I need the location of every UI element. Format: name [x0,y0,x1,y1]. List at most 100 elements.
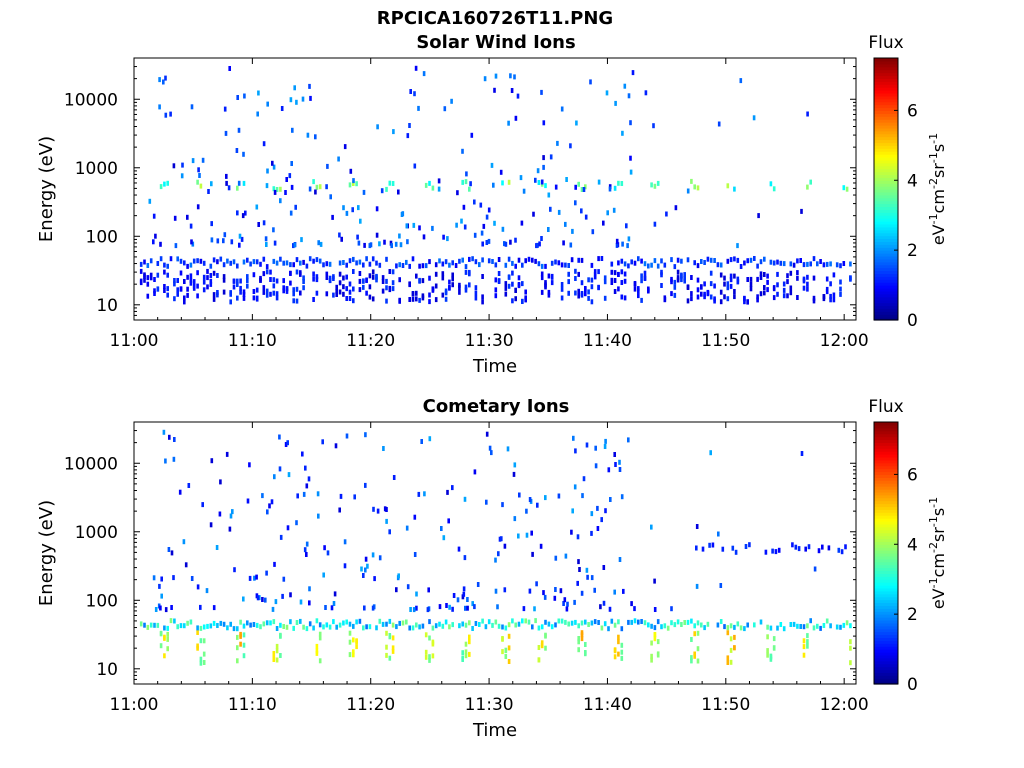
heatmap-cell [560,262,564,268]
heatmap-cell [169,111,172,117]
heatmap-cell [497,278,501,284]
heatmap-cell [418,297,421,303]
heatmap-cell [340,236,343,242]
heatmap-cell [312,625,315,631]
colorbar-step [874,480,898,484]
heatmap-cell [709,281,713,287]
heatmap-cell [547,292,551,298]
heatmap-cell [550,280,554,286]
heatmap-cell [222,238,225,244]
colorbar-step [874,197,898,202]
heatmap-cell [139,261,143,267]
heatmap-cell [504,285,508,291]
heatmap-cell [201,502,204,508]
heatmap-cell [153,622,156,628]
heatmap-cell [613,278,617,283]
heatmap-cell [172,575,175,581]
heatmap-cell [575,120,578,126]
heatmap-cell [540,642,544,648]
heatmap-cell [163,284,166,289]
heatmap-cell [469,181,472,187]
heatmap-cell [334,443,338,449]
colorbar-step [874,547,898,551]
heatmap-cell [212,620,216,626]
heatmap-cell [842,261,846,266]
heatmap-cell [703,625,706,631]
heatmap-cell [594,463,598,469]
colorbar-step [874,494,898,499]
colorbar-step [874,104,898,109]
colorbar-step [874,558,898,563]
heatmap-cell [441,275,445,281]
heatmap-cell [839,624,842,630]
heatmap-cell [743,296,746,302]
heatmap-cell [514,237,517,243]
heatmap-cell [480,230,484,236]
heatmap-cell [647,263,650,269]
heatmap-cell [474,259,478,265]
heatmap-cell [481,241,484,247]
heatmap-cell [411,625,415,631]
heatmap-cell [640,273,643,279]
heatmap-cell [242,596,245,602]
heatmap-cell [461,621,464,627]
heatmap-cell [441,271,445,277]
heatmap-cell [192,279,196,285]
heatmap-cell [266,168,269,174]
heatmap-cell [338,622,342,628]
heatmap-cell [413,552,417,557]
heatmap-cell [554,184,558,190]
heatmap-cell [158,77,161,83]
colorbar-tick-label: 6 [907,101,918,121]
heatmap-cell [302,275,305,281]
heatmap-cell [257,222,260,227]
heatmap-cells [139,429,852,666]
heatmap-cell [602,565,606,570]
colorbar-step [874,287,898,292]
heatmap-cell [518,492,521,498]
heatmap-cell [696,287,700,293]
heatmap-cell [610,618,614,624]
heatmap-cell [547,192,551,198]
heatmap-cell [338,271,342,277]
heatmap-cell [285,624,289,630]
heatmap-cell [342,275,345,281]
colorbar-step [874,532,898,537]
heatmap-cell [756,297,759,303]
colorbar-step [874,660,898,665]
heatmap-cell [412,222,416,228]
heatmap-cell [695,545,698,551]
heatmap-cell [163,625,166,631]
heatmap-cell [373,576,376,582]
colorbar-step [874,124,898,129]
heatmap-cell [513,516,517,522]
heatmap-cell [468,186,471,192]
heatmap-cell [571,228,574,234]
heatmap-cell [580,620,584,626]
colorbar-step [874,133,898,138]
heatmap-cell [162,429,166,435]
colorbar-step [874,247,898,251]
heatmap-cell [825,618,829,624]
heatmap-cell [749,286,753,292]
heatmap-cell [139,278,143,284]
heatmap-cell [517,257,521,263]
heatmap-cell [603,275,607,281]
colorbar-step [874,599,898,604]
heatmap-cell [290,161,293,166]
colorbar-step [874,139,898,144]
heatmap-cell [494,73,498,79]
heatmap-cell [769,654,773,660]
heatmap-cell [769,259,773,265]
y-tick-label: 100 [86,227,118,247]
colorbar-step [874,497,898,502]
heatmap-cell [362,625,365,631]
heatmap-cell [577,293,580,299]
heatmap-cell [394,241,398,247]
heatmap-cell [186,274,189,280]
colorbar-step [874,273,898,277]
heatmap-cell [322,572,325,578]
heatmap-cell [292,625,295,631]
heatmap-cell [839,291,842,297]
heatmap-cell [493,87,496,93]
